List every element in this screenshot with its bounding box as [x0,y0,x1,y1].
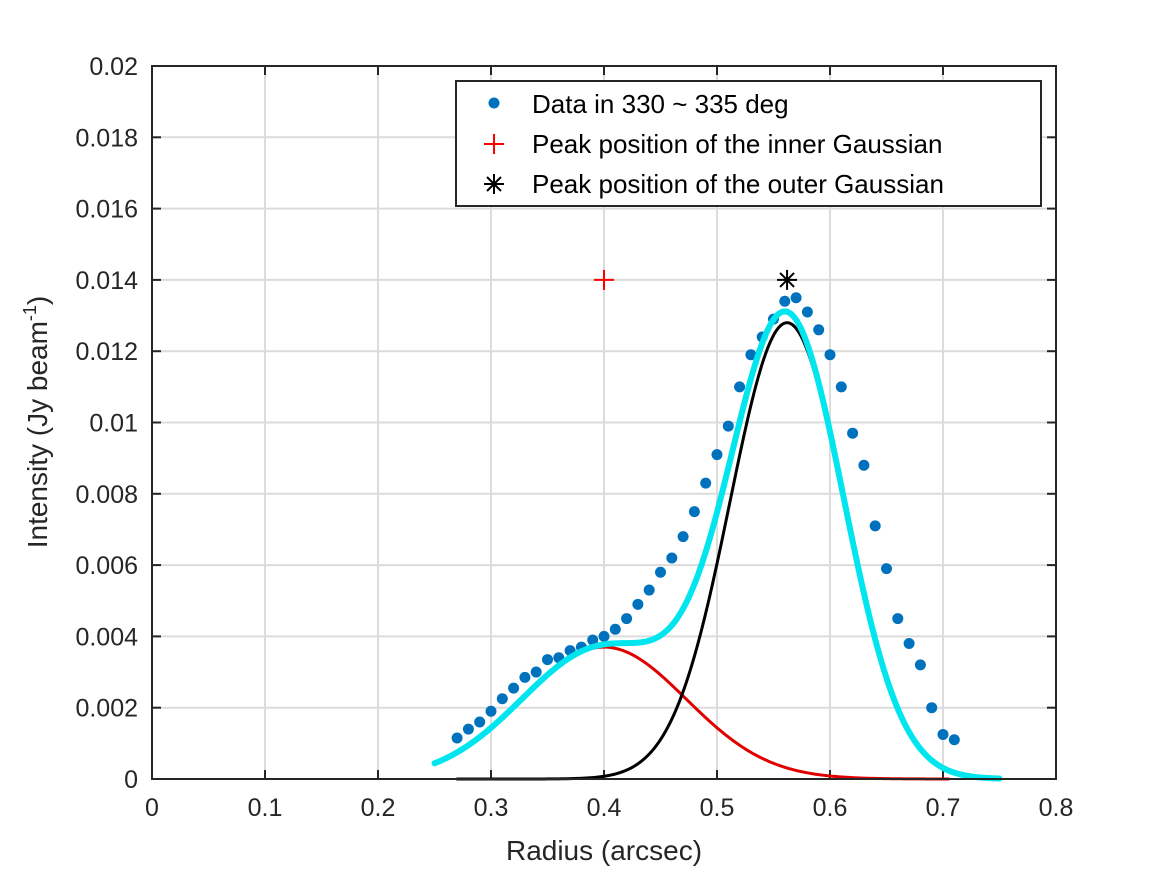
data-point [745,349,757,361]
total-fit-curve [431,308,1003,782]
data-point [858,459,870,471]
data-point [688,506,700,518]
data-point [598,630,610,642]
plot-frame [151,65,1057,780]
y-tick-label: 0.008 [75,481,138,509]
y-axis-title-superscript: -1 [20,305,40,321]
data-point [451,732,463,744]
legend-label-data: Data in 330 ~ 335 deg [532,89,789,119]
legend-box [455,80,1042,207]
y-tick-labels: 0 0.002 0.004 0.006 0.008 0.01 0.012 0.014 0.016… [75,53,138,794]
x-tick-label: 0 [145,794,159,822]
data-point [632,598,644,610]
y-tick-label: 0.018 [75,124,138,152]
data-point [881,563,892,575]
data-point [474,716,486,728]
data-point [530,666,542,678]
data-point [801,306,813,318]
data-point [542,654,553,666]
data-point [711,449,723,461]
data-point [609,623,621,635]
legend-entry-outer-peak: Peak position of the outer Gaussian [484,169,944,199]
data-point [677,531,689,543]
x-tick-label: 0.6 [813,794,848,822]
data-point [948,734,960,746]
legend: Data in 330 ~ 335 deg Peak position of t… [455,80,1042,207]
y-tick-label: 0.014 [75,267,138,295]
peak-markers [594,269,798,290]
data-point [937,728,949,740]
data-point [847,427,859,439]
data-point [914,659,926,671]
x-tick-label: 0.1 [248,794,283,822]
outer-peak-marker [777,269,798,290]
y-tick-label: 0.016 [75,196,138,224]
data-point [508,682,520,694]
data-point [926,702,938,714]
y-tick-label: 0.006 [75,552,138,580]
marker-stroke [779,272,795,288]
y-axis-title-main: Intensity (Jy beam [22,321,53,548]
data-point [835,381,847,393]
x-tick-label: 0.8 [1039,794,1074,822]
y-tick-label: 0.004 [75,623,138,651]
data-point [734,381,746,393]
data-point [621,613,633,625]
data-point [903,638,915,650]
y-tick-label: 0.012 [75,338,138,366]
data-point [779,295,791,307]
data-point [496,693,508,705]
data-point [519,671,531,683]
y-tick-label: 0.02 [89,53,138,81]
y-tick-label: 0.01 [89,410,138,438]
data-point [485,705,497,717]
legend-entry-data: Data in 330 ~ 335 deg [488,89,789,119]
data-point [722,420,734,432]
y-axis-title: Intensity (Jy beam-1) [20,296,53,549]
y-tick-label: 0 [124,766,138,794]
y-axis-title-close: ) [22,296,53,305]
x-tick-label: 0.3 [474,794,509,822]
legend-label-inner-peak: Peak position of the inner Gaussian [532,129,942,159]
data-point [655,566,666,578]
x-axis-title: Radius (arcsec) [506,835,702,866]
data-point [869,520,881,532]
x-tick-label: 0.2 [361,794,396,822]
legend-dot-icon [488,97,500,109]
x-tick-labels: 0 0.1 0.2 0.3 0.4 0.5 0.6 0.7 0.8 [145,794,1073,822]
x-tick-label: 0.7 [926,794,961,822]
legend-entry-inner-peak: Peak position of the inner Gaussian [484,129,942,159]
legend-asterisk-icon [484,174,504,194]
data-point [643,584,655,596]
legend-label-outer-peak: Peak position of the outer Gaussian [532,169,944,199]
data-point [892,613,904,625]
data-points [451,292,960,746]
legend-plus-icon [484,134,504,154]
data-point [813,324,825,336]
data-point [790,292,802,304]
data-point [824,349,836,361]
y-tick-label: 0.002 [75,695,138,723]
data-point [700,477,712,489]
inner-peak-marker [594,269,614,290]
x-tick-label: 0.4 [587,794,622,822]
data-point [587,634,599,646]
data-point [462,723,474,735]
data-point [666,552,678,564]
x-tick-label: 0.5 [700,794,735,822]
